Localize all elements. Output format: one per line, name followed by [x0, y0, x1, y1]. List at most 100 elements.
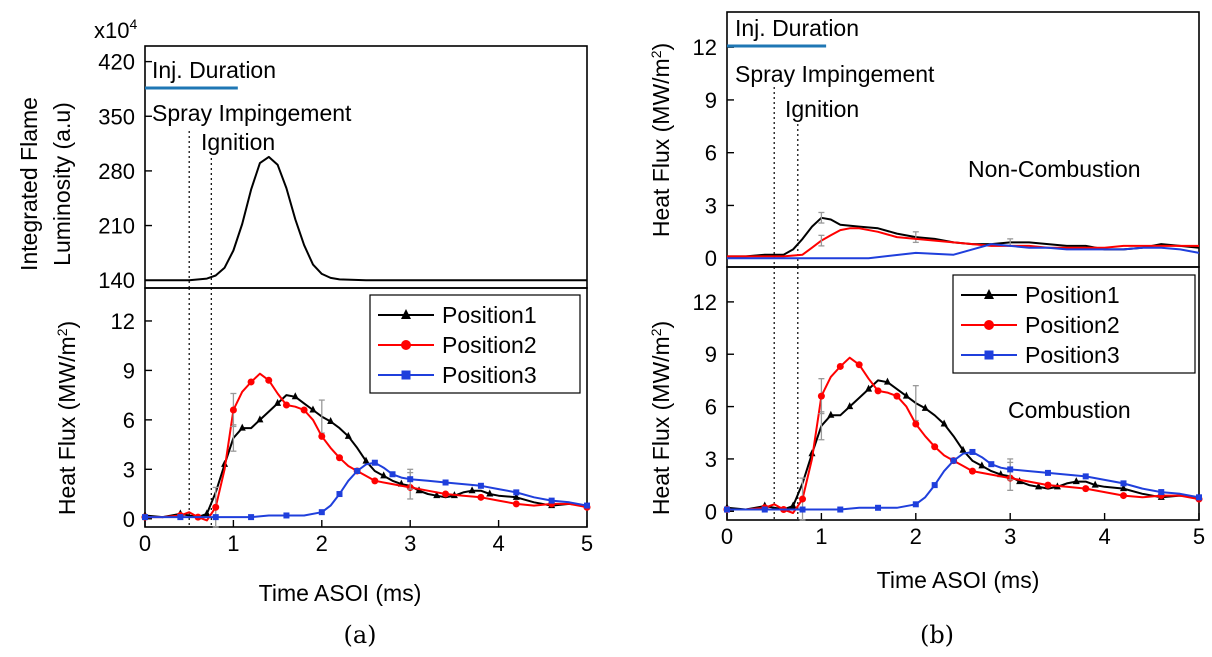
data-point	[1044, 481, 1052, 489]
data-point	[274, 398, 282, 406]
series-line-luminosity	[145, 155, 587, 282]
plot-frame	[144, 287, 588, 528]
y-tick-label: 12	[693, 35, 717, 60]
data-point	[327, 417, 335, 425]
data-point	[1082, 485, 1090, 493]
data-point	[1091, 480, 1099, 488]
data-point	[865, 384, 873, 392]
data-point	[229, 406, 237, 414]
x-tick-label: 4	[1098, 524, 1110, 549]
data-point	[912, 501, 919, 508]
data-point	[950, 457, 957, 464]
data-point	[248, 514, 255, 521]
x-tick-label: 2	[910, 524, 922, 549]
data-point	[291, 392, 299, 400]
x-tick-label: 2	[316, 531, 328, 556]
data-point	[1120, 480, 1127, 487]
y-tick-label: 0	[705, 246, 717, 271]
data-point	[513, 489, 520, 496]
x-axis-label-a: Time ASOI (ms)	[259, 580, 422, 606]
data-point	[401, 309, 411, 319]
data-point	[968, 467, 976, 475]
data-point	[836, 362, 844, 370]
data-point	[799, 506, 806, 513]
noncombustion-label: Non-Combustion	[968, 156, 1141, 182]
data-point	[1007, 466, 1014, 473]
data-point	[1072, 477, 1080, 485]
data-point	[212, 503, 220, 511]
data-point	[203, 509, 211, 517]
y-tick-label: 0	[123, 507, 135, 532]
data-point	[371, 477, 379, 485]
ignition-label-a: Ignition	[201, 129, 275, 155]
panel-b-top: 0 3 6 9 12	[693, 11, 1200, 271]
data-point	[282, 401, 290, 409]
y-tick-label: 12	[111, 309, 135, 334]
combustion-label: Combustion	[1008, 397, 1131, 423]
data-point	[335, 454, 343, 462]
data-point	[477, 493, 485, 501]
injection-label-b: Inj. Duration	[735, 15, 859, 41]
data-point	[969, 448, 976, 455]
y-tick-label: 6	[705, 395, 717, 420]
caption-a: (a)	[343, 621, 376, 649]
y-tick-label: 420	[98, 50, 135, 75]
data-point	[212, 514, 219, 521]
data-point	[371, 459, 378, 466]
data-point	[931, 482, 938, 489]
data-point	[817, 392, 825, 400]
legend-label: Position1	[1025, 282, 1120, 308]
data-point	[512, 492, 520, 500]
data-point	[256, 415, 264, 423]
data-point	[318, 432, 326, 440]
injection-label-a: Inj. Duration	[152, 57, 276, 83]
legend-label: Position3	[442, 362, 537, 388]
luminosity-y-multiplier: x104	[94, 16, 137, 43]
data-point	[724, 506, 730, 513]
data-point	[468, 486, 476, 494]
legend-label: Position1	[442, 302, 537, 328]
data-point	[1119, 484, 1127, 492]
x-tick-label: 1	[227, 531, 239, 556]
data-point	[584, 502, 590, 509]
spray-label-b: Spray Impingement	[735, 61, 935, 87]
data-point	[389, 471, 396, 478]
data-point	[978, 461, 986, 469]
y-tick-label: 9	[705, 342, 717, 367]
data-point	[336, 491, 343, 498]
data-point	[893, 392, 901, 400]
y-tick-label: 6	[123, 408, 135, 433]
x-tick-label: 0	[139, 531, 151, 556]
data-point	[442, 479, 449, 486]
y-tick-label: 3	[705, 193, 717, 218]
data-point	[912, 420, 920, 428]
data-point	[837, 506, 844, 513]
caption-b: (b)	[920, 621, 954, 649]
y-tick-label: 12	[693, 290, 717, 315]
series-line-position3	[727, 451, 1200, 511]
data-point	[300, 406, 308, 414]
data-point	[142, 514, 148, 521]
series-line-position3	[727, 243, 1200, 260]
data-point	[380, 471, 388, 479]
x-tick-label: 0	[721, 524, 733, 549]
data-point	[265, 376, 273, 384]
data-point	[799, 495, 807, 503]
x-tick-label: 5	[1193, 524, 1205, 549]
x-tick-label: 1	[815, 524, 827, 549]
data-point	[247, 378, 255, 386]
x-tick-label: 3	[1004, 524, 1016, 549]
y-tick-label: 6	[705, 141, 717, 166]
x-axis-label-b: Time ASOI (ms)	[877, 567, 1040, 593]
data-point	[761, 506, 768, 513]
data-point	[874, 387, 882, 395]
data-point	[902, 391, 910, 399]
y-tick-label: 9	[123, 358, 135, 383]
data-point	[1158, 489, 1165, 496]
data-point	[984, 350, 994, 360]
data-point	[362, 456, 370, 464]
